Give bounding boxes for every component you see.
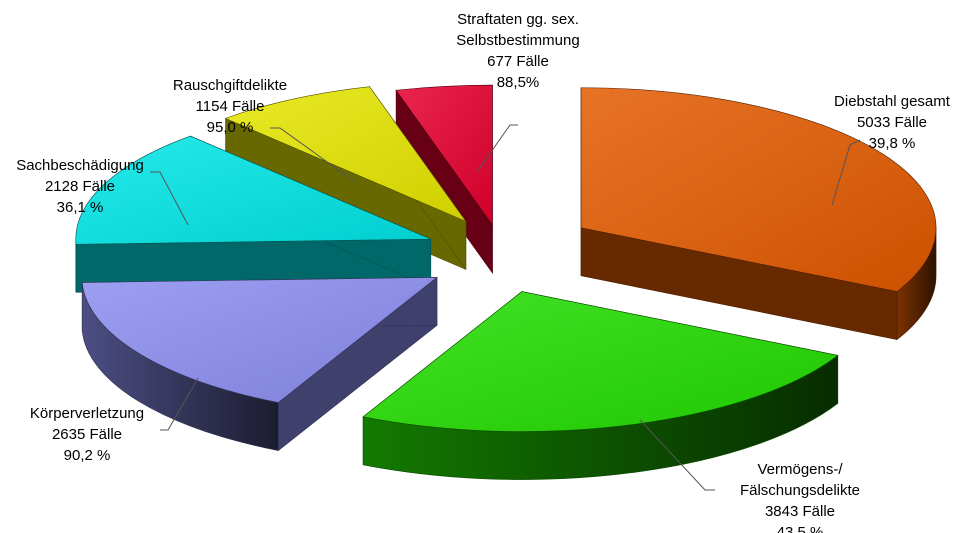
slice-vermoegen [362, 290, 839, 480]
data-label-line: 3843 Fälle [765, 503, 835, 520]
data-label-line: 95,0 % [207, 119, 254, 136]
data-label-vermoegen: Vermögens-/ Fälschungsdelikte 3843 Fälle 43… [740, 461, 860, 533]
data-label-line: 90,2 % [64, 447, 111, 464]
data-label-line: 2635 Fälle [52, 426, 122, 443]
leader-line-vermoegen [639, 419, 715, 491]
slice-top-koerperverletzung [81, 277, 438, 403]
data-label-line: 36,1 % [57, 199, 104, 216]
data-label-line: 677 Fälle [487, 53, 549, 70]
slice-sexualdelikte [395, 84, 493, 274]
leader-line-koerperverletzung [160, 377, 199, 431]
leader-line-rauschgift [270, 127, 356, 183]
data-label-sachbeschaedigung: Sachbeschädigung 2128 Fälle 36,1 % [16, 157, 144, 216]
data-label-line: 2128 Fälle [45, 178, 115, 195]
data-label-line: Rauschgiftdelikte [173, 77, 287, 94]
data-label-koerperverletzung: Körperverletzung 2635 Fälle 90,2 % [30, 405, 144, 464]
data-label-diebstahl: Diebstahl gesamt 5033 Fälle 39,8 % [834, 93, 951, 152]
slice-top-rauschgift [224, 86, 467, 223]
slice-diebstahl [580, 87, 937, 341]
data-label-line: 39,8 % [869, 135, 916, 152]
data-label-line: Fälschungsdelikte [740, 482, 860, 499]
data-label-line: Körperverletzung [30, 405, 144, 422]
data-label-line: 1154 Fälle [196, 98, 265, 115]
slice-koerperverletzung [81, 276, 438, 452]
data-label-line: Diebstahl gesamt [834, 93, 951, 110]
data-label-line: 43.5 % [777, 524, 824, 533]
data-label-sexualdelikte: Straftaten gg. sex. Selbstbestimmung 677 F… [456, 11, 579, 91]
slice-top-sexualdelikte [395, 84, 493, 226]
slice-top-diebstahl [580, 87, 937, 292]
data-label-line: Selbstbestimmung [456, 32, 579, 49]
data-label-line: 5033 Fälle [857, 114, 927, 131]
slice-top-vermoegen [362, 291, 839, 432]
data-label-line: Straftaten gg. sex. [457, 11, 579, 28]
data-label-line: Vermögens-/ [757, 461, 843, 478]
leader-line-sachbeschaedigung [150, 171, 189, 226]
slice-top-sachbeschaedigung [75, 135, 431, 245]
data-label-line: Sachbeschädigung [16, 157, 144, 174]
data-label-rauschgift: Rauschgiftdelikte 1154 Fälle 95,0 % [173, 77, 287, 136]
leader-line-diebstahl [831, 139, 861, 206]
data-label-line: 88,5% [497, 74, 540, 91]
leader-line-sexualdelikte [476, 124, 518, 173]
